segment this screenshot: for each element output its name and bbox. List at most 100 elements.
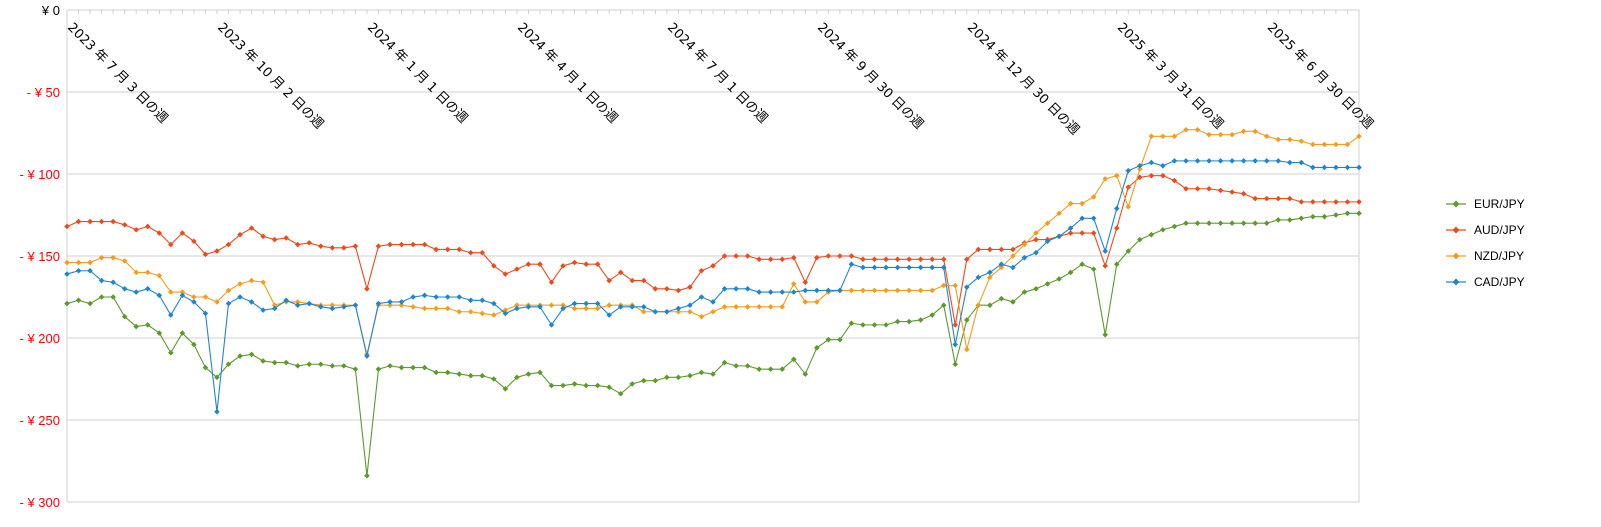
data-point (1183, 158, 1189, 164)
data-point (1344, 210, 1351, 217)
data-point (802, 279, 809, 286)
data-point (779, 366, 786, 372)
data-point (987, 246, 993, 253)
data-point (1067, 269, 1074, 276)
data-point (987, 274, 993, 281)
data-point (1033, 286, 1039, 292)
data-point (1160, 172, 1166, 179)
data-point (1010, 246, 1016, 253)
data-point (1044, 281, 1051, 287)
data-point (721, 304, 728, 310)
data-point (525, 304, 532, 310)
data-point (121, 286, 128, 292)
data-point (237, 231, 243, 238)
data-point (1252, 195, 1258, 202)
data-point (1033, 236, 1039, 243)
data-point (652, 308, 659, 315)
data-point (467, 372, 474, 379)
data-point (133, 323, 140, 330)
data-point (248, 299, 255, 305)
data-point (248, 277, 255, 284)
data-point (629, 381, 636, 387)
data-point (721, 286, 728, 292)
data-point (640, 277, 647, 284)
data-point (1275, 158, 1282, 164)
data-point (225, 300, 232, 307)
data-point (1183, 126, 1189, 133)
data-point (1286, 159, 1293, 166)
data-point (329, 302, 336, 308)
data-point (594, 305, 601, 312)
data-point (260, 233, 266, 240)
data-point (987, 269, 993, 276)
legend: EUR/JPY AUD/JPY NZD/JPY CAD/JPY (1446, 197, 1525, 289)
data-point (421, 241, 428, 248)
data-point (571, 259, 578, 266)
gridlines (66, 9, 1360, 503)
data-point (525, 371, 532, 377)
data-point (952, 322, 959, 328)
data-point (1252, 220, 1258, 226)
data-point (744, 363, 751, 369)
data-point (1229, 189, 1235, 195)
data-point (456, 294, 463, 300)
data-point (837, 253, 843, 259)
data-point (802, 299, 809, 305)
data-point (444, 246, 451, 253)
data-point (963, 317, 970, 323)
data-point (1183, 185, 1189, 192)
data-point (1333, 164, 1339, 171)
data-point (1321, 199, 1328, 205)
data-point (652, 377, 659, 384)
data-point (479, 310, 486, 317)
data-point (583, 382, 589, 389)
data-point (398, 364, 405, 371)
data-point (1217, 187, 1224, 194)
data-point (1160, 163, 1166, 169)
data-point (179, 330, 186, 336)
x-tick-label: 2024 年 7 月 1 日の週 (664, 20, 770, 126)
data-point (664, 308, 670, 315)
data-point (617, 304, 624, 310)
data-point (1240, 220, 1247, 226)
data-point (1206, 158, 1212, 164)
x-tick-label: 2023 年 7 月 3 日の週 (64, 20, 170, 126)
data-point (1298, 199, 1305, 205)
data-point (733, 286, 739, 292)
data-point (306, 300, 313, 307)
data-point (202, 310, 209, 317)
data-point (317, 361, 324, 368)
data-point (98, 294, 105, 300)
data-point (467, 308, 474, 315)
data-point (998, 246, 1005, 253)
data-point (537, 304, 543, 310)
data-point (110, 294, 116, 300)
data-point (963, 256, 970, 263)
data-point (352, 243, 359, 249)
data-point (1056, 276, 1062, 282)
data-point (606, 302, 612, 308)
data-point (1079, 261, 1085, 267)
data-point (860, 264, 866, 271)
data-point (744, 253, 751, 259)
data-point (1137, 163, 1143, 169)
data-point (375, 300, 382, 307)
data-point (963, 346, 970, 353)
data-point (940, 302, 947, 308)
data-point (329, 245, 336, 251)
data-point (1356, 133, 1362, 140)
data-point (710, 371, 716, 377)
legend-label: NZD/JPY (1474, 249, 1524, 263)
data-point (352, 366, 359, 372)
data-point (191, 341, 197, 348)
data-point (1206, 185, 1212, 192)
data-point (883, 256, 889, 263)
data-point (537, 261, 543, 267)
data-point (1263, 220, 1270, 226)
data-point (848, 261, 855, 267)
data-point (917, 264, 924, 271)
data-point (906, 318, 912, 325)
legend-swatch-marker (1452, 200, 1460, 208)
data-point (1298, 159, 1305, 166)
